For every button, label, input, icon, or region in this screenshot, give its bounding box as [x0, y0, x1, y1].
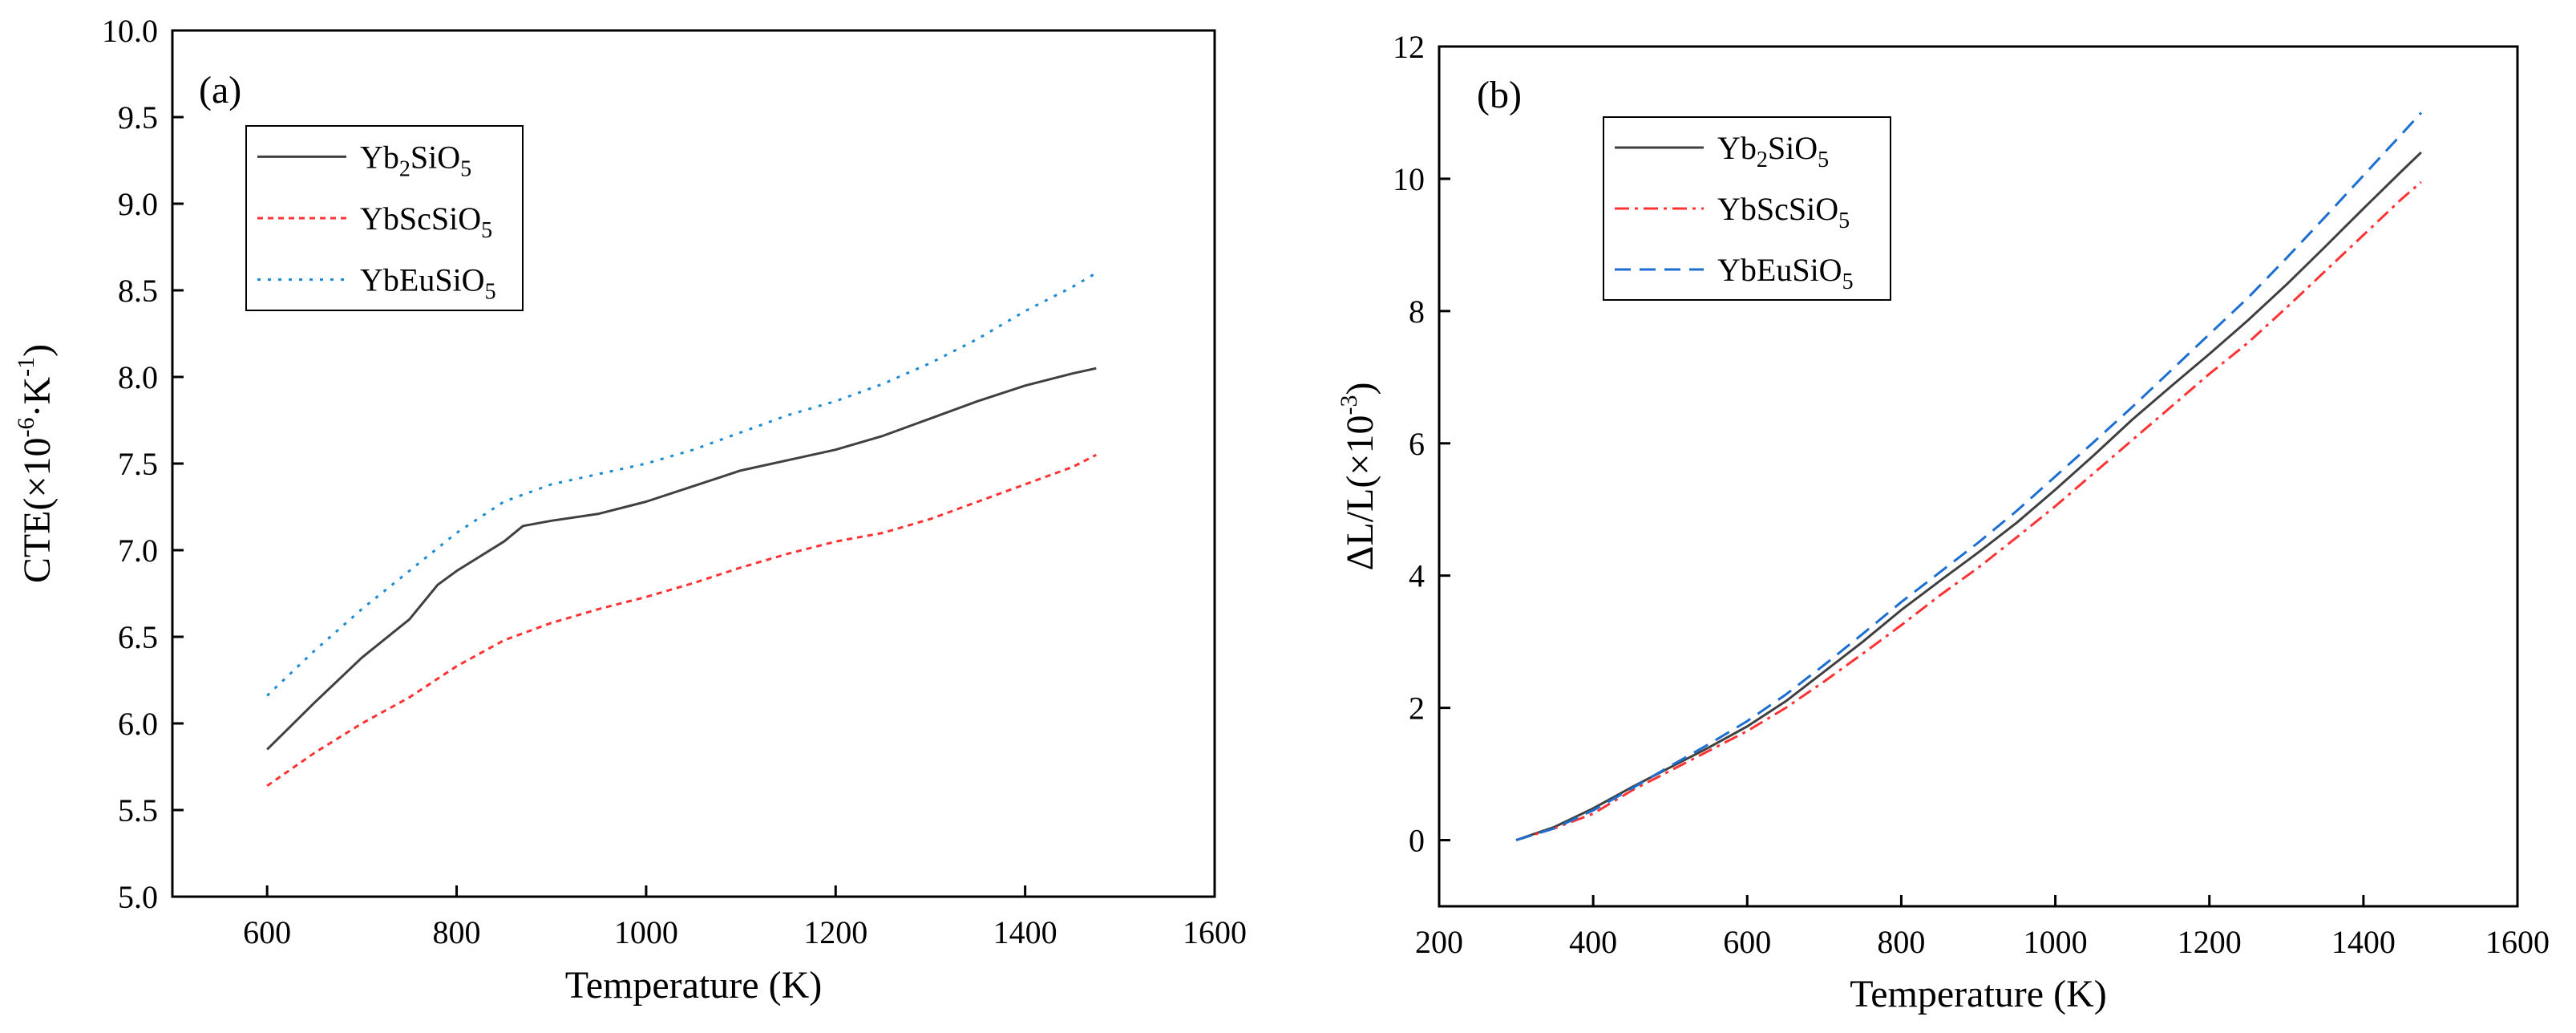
- x-tick-label: 1000: [2024, 924, 2088, 960]
- legend-label-ybeusio5: YbEuSiO5: [1717, 252, 1854, 294]
- y-tick-label: 12: [1393, 29, 1425, 65]
- x-tick-label: 600: [243, 914, 291, 950]
- x-tick-label: 1000: [614, 914, 678, 950]
- panel-label: (a): [199, 69, 241, 111]
- legend: Yb2SiO5 YbScSiO5 YbEuSiO5: [245, 125, 524, 311]
- y-tick-label: 6.0: [118, 706, 158, 742]
- legend-label-ybscsio5: YbScSiO5: [1717, 191, 1850, 233]
- y-tick-label: 0: [1409, 823, 1425, 859]
- y-tick-label: 5.5: [118, 792, 158, 828]
- legend-label-yb2sio5: Yb2SiO5: [360, 139, 471, 181]
- series-line-ybscsio5: [266, 453, 1097, 788]
- chart-panel-a: 600 800 1000 1200 1400 1600 5.0 5.5 6.0 6.5 7.0 7.5…: [13, 13, 1247, 1007]
- x-tick-label: 1400: [2331, 924, 2396, 960]
- y-tick-label: 4: [1409, 558, 1425, 594]
- panel-label: (b): [1477, 74, 1522, 116]
- x-tick-label: 1400: [993, 914, 1057, 950]
- series-line-yb2sio5: [266, 367, 1097, 751]
- y-tick-label: 8.0: [118, 359, 158, 395]
- legend-label-ybeusio5: YbEuSiO5: [360, 262, 496, 305]
- x-tick-label: 200: [1415, 924, 1463, 960]
- series-line-yb2sio5: [1515, 151, 2422, 841]
- x-tick-label: 600: [1723, 924, 1771, 960]
- chart-panel-b: 200 400 600 800 1000 1200 1400 1600 0 2 4 6 8 10 12 Tem…: [1336, 29, 2550, 1015]
- y-tick-label: 8: [1409, 294, 1425, 330]
- y-tick-label: 9.0: [118, 186, 158, 222]
- y-tick-label: 7.0: [118, 533, 158, 569]
- x-axis-label: Temperature (K): [1850, 973, 2106, 1015]
- y-tick-label: 6.5: [118, 619, 158, 655]
- y-tick-label: 9.5: [118, 99, 158, 136]
- x-tick-label: 800: [433, 914, 481, 950]
- x-tick-label: 1600: [2485, 924, 2550, 960]
- plot-frame: [1438, 45, 2519, 908]
- legend: Yb2SiO5 YbScSiO5 YbEuSiO5: [1603, 116, 1891, 301]
- series-line-ybeusio5: [1515, 111, 2423, 841]
- y-tick-label: 10: [1393, 161, 1425, 197]
- x-tick-label: 400: [1569, 924, 1617, 960]
- y-axis-label: ΔL/L(×10-3): [1336, 383, 1381, 571]
- x-tick-label: 800: [1877, 924, 1925, 960]
- x-tick-label: 1200: [2178, 924, 2242, 960]
- y-tick-label: 2: [1409, 691, 1425, 727]
- y-tick-label: 8.5: [118, 273, 158, 309]
- y-tick-label: 10.0: [102, 13, 158, 49]
- y-tick-label: 6: [1409, 426, 1425, 462]
- legend-label-ybscsio5: YbScSiO5: [360, 201, 492, 243]
- x-axis-label: Temperature (K): [565, 964, 822, 1007]
- y-axis-label: CTE(×10-6·K-1): [13, 344, 59, 583]
- series-line-ybeusio5: [266, 272, 1098, 697]
- x-tick-label: 1600: [1183, 914, 1247, 950]
- y-tick-label: 5.0: [118, 879, 158, 915]
- y-tick-label: 7.5: [118, 446, 158, 482]
- x-tick-label: 1200: [803, 914, 867, 950]
- legend-label-yb2sio5: Yb2SiO5: [1717, 130, 1829, 172]
